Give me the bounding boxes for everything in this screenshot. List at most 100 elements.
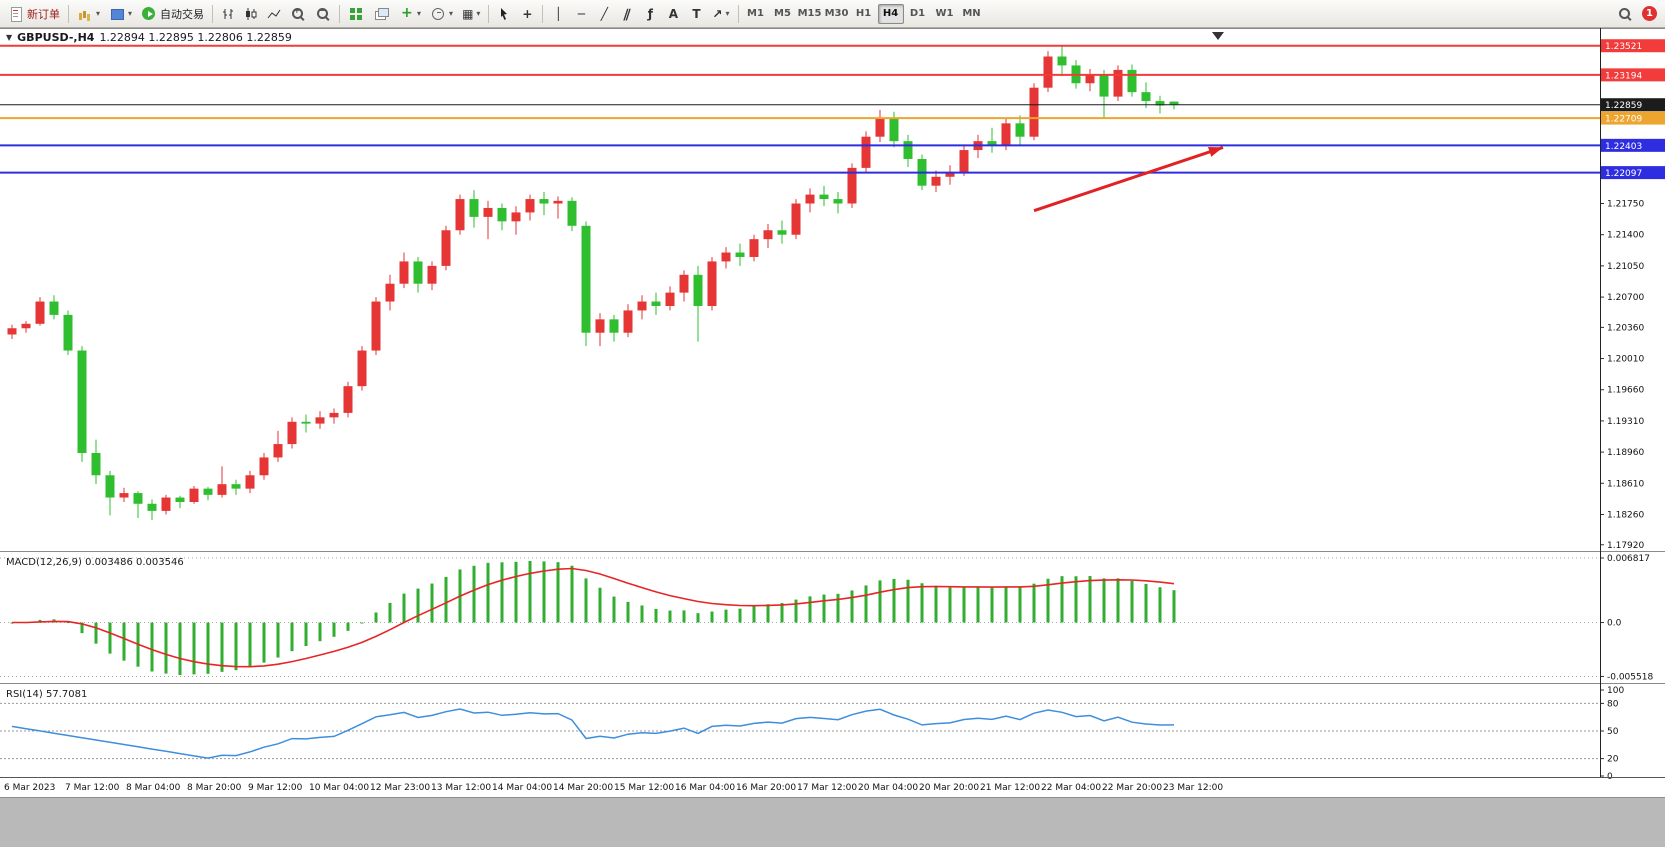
toolbar-separator: [737, 4, 739, 23]
svg-text:13 Mar 12:00: 13 Mar 12:00: [431, 783, 491, 793]
autotrade-button[interactable]: 自动交易: [137, 3, 208, 25]
candle: [343, 386, 353, 413]
horizontal-line-tool-button[interactable]: ─: [570, 3, 592, 25]
candle: [21, 323, 31, 329]
chart-line-button[interactable]: [263, 3, 285, 25]
rsi-pane: 1008050200: [0, 686, 1624, 782]
notification-badge[interactable]: 1: [1642, 6, 1657, 21]
trend-arrow[interactable]: [1033, 145, 1224, 213]
chevron-down-icon: ▾: [449, 9, 454, 18]
new-order-button[interactable]: 新订单: [4, 3, 64, 25]
cascade-windows-button[interactable]: [369, 3, 393, 25]
price-axis[interactable]: 1.21750 1.21400 1.21050 1.20700 1.20360 1.200…: [1600, 200, 1644, 551]
timeframe-d1-button[interactable]: D1: [909, 8, 926, 19]
price-label-box: [1601, 98, 1665, 112]
fibonacci-tool-button[interactable]: ƒ: [639, 3, 661, 25]
svg-text:1.18260: 1.18260: [1607, 510, 1644, 520]
candle: [147, 503, 157, 511]
chevron-down-icon: ▾: [96, 9, 101, 18]
candle: [791, 203, 801, 235]
crosshair-button[interactable]: +: [516, 3, 538, 25]
text-tool-button[interactable]: A: [662, 3, 684, 25]
periods-button[interactable]: ▾: [426, 3, 457, 25]
svg-text:14 Mar 04:00: 14 Mar 04:00: [492, 783, 552, 793]
indicators-plus-icon: [398, 5, 414, 22]
autotrade-icon: [141, 6, 157, 22]
svg-text:12 Mar 23:00: 12 Mar 23:00: [370, 783, 430, 793]
svg-text:1.22097: 1.22097: [1605, 169, 1642, 179]
timeframe-m5-button[interactable]: M5: [774, 8, 791, 19]
svg-text:16 Mar 04:00: 16 Mar 04:00: [675, 783, 735, 793]
new-chart-button[interactable]: ▾: [73, 3, 104, 25]
candle: [259, 457, 269, 476]
candle: [819, 194, 829, 200]
candle: [1085, 74, 1095, 84]
svg-text:1.22859: 1.22859: [1605, 101, 1642, 111]
candles: [7, 45, 1179, 520]
svg-text:1.23194: 1.23194: [1605, 71, 1642, 81]
svg-text:1.18610: 1.18610: [1607, 479, 1644, 489]
label-tool-button[interactable]: T: [685, 3, 707, 25]
cascade-windows-icon: [373, 6, 390, 22]
timeframe-h4-button[interactable]: H4: [877, 3, 904, 24]
candle: [469, 199, 479, 217]
zoom-in-icon: +: [290, 6, 306, 22]
level-lines[interactable]: 1.23521 1.23194 1.22859 1.22709 1.22403 1.220…: [0, 39, 1665, 180]
candle: [399, 261, 409, 284]
chart-svg: 1.21750 1.21400 1.21050 1.20700 1.20360 1.200…: [0, 28, 1665, 793]
candle: [105, 475, 115, 498]
chart-candles-button[interactable]: [240, 3, 262, 25]
timeframe-h1-button[interactable]: H1: [855, 8, 872, 19]
profiles-button[interactable]: ▾: [105, 3, 136, 25]
timeframe-m30-button[interactable]: M30: [824, 8, 849, 19]
candle: [301, 421, 311, 424]
svg-text:22 Mar 20:00: 22 Mar 20:00: [1102, 783, 1162, 793]
timeframe-w1-button[interactable]: W1: [935, 8, 954, 19]
cursor-button[interactable]: [493, 3, 515, 25]
candle: [847, 167, 857, 204]
channel-tool-button[interactable]: ∥: [616, 3, 638, 25]
svg-text:21 Mar 12:00: 21 Mar 12:00: [980, 783, 1040, 793]
candle: [427, 265, 437, 284]
candle: [175, 497, 185, 502]
bar-chart-icon: [223, 8, 234, 19]
candle: [161, 497, 171, 511]
candle: [273, 444, 283, 458]
candle: [959, 150, 969, 173]
tile-windows-button[interactable]: [344, 3, 368, 25]
arrows-tool-button[interactable]: ↗ ▾: [708, 3, 733, 25]
templates-button[interactable]: ▦ ▾: [458, 3, 484, 25]
time-axis[interactable]: 6 Mar 2023 7 Mar 12:00 8 Mar 04:00 8 Mar 20…: [4, 783, 1223, 793]
chevron-down-icon: ▾: [476, 9, 481, 18]
timeframe-m1-button[interactable]: M1: [747, 8, 764, 19]
svg-text:0.006817: 0.006817: [1607, 554, 1650, 564]
candle: [1057, 56, 1067, 66]
candle: [721, 252, 731, 262]
candle: [903, 141, 913, 159]
timeframe-toolbar: M1 M5 M15 M30 H1 H4 D1 W1 MN: [743, 3, 985, 24]
price-label-box: [1601, 138, 1665, 152]
price-label-box: [1601, 68, 1665, 82]
zoom-in-button[interactable]: +: [286, 3, 310, 25]
candle: [1155, 101, 1165, 106]
vertical-line-tool-button[interactable]: │: [547, 3, 569, 25]
chart-bars-button[interactable]: [217, 3, 239, 25]
timeframe-m15-button[interactable]: M15: [797, 8, 822, 19]
svg-text:1.23521: 1.23521: [1605, 42, 1642, 52]
label-tool-icon: T: [692, 6, 701, 21]
indicators-button[interactable]: ▾: [394, 3, 425, 25]
search-button[interactable]: [1613, 3, 1637, 25]
candle: [357, 350, 367, 387]
svg-text:14 Mar 20:00: 14 Mar 20:00: [553, 783, 613, 793]
zoom-out-button[interactable]: −: [311, 3, 335, 25]
profiles-icon: [109, 6, 125, 22]
chart-header: ▼ GBPUSD-,H4 1.22894 1.22895 1.22806 1.2…: [6, 31, 292, 44]
arrow-tool-icon: ↗: [712, 6, 723, 21]
trendline-tool-button[interactable]: ╱: [593, 3, 615, 25]
symbol-dropdown-icon[interactable]: ▼: [6, 33, 13, 42]
chevron-down-icon: ▾: [128, 9, 133, 18]
svg-text:8 Mar 20:00: 8 Mar 20:00: [187, 783, 242, 793]
timeframe-mn-button[interactable]: MN: [962, 8, 981, 19]
svg-text:1.21400: 1.21400: [1607, 231, 1644, 241]
toolbar-separator: [488, 4, 490, 23]
